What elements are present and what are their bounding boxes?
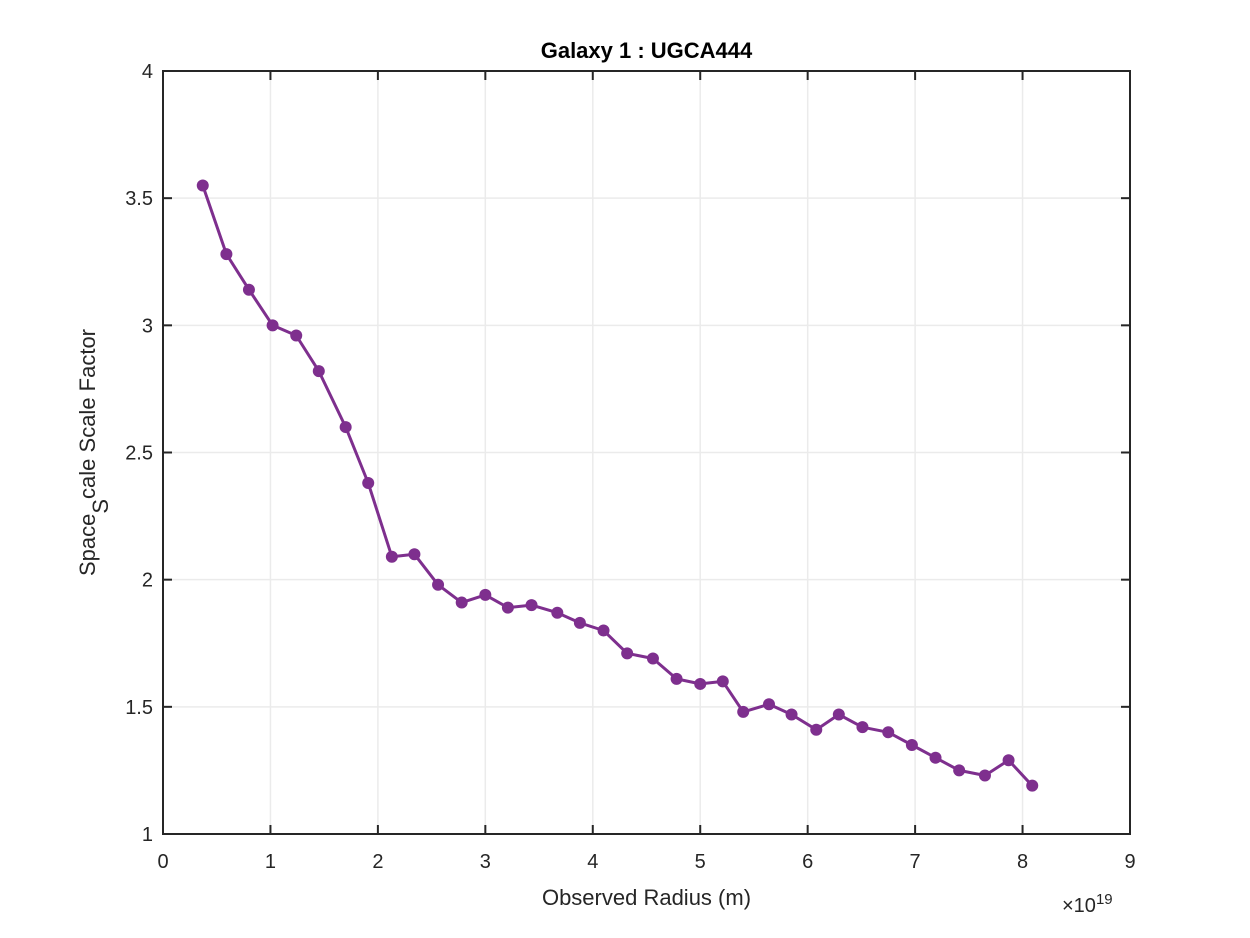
data-point [953,764,966,777]
data-point [785,708,798,721]
data-point [621,647,634,660]
data-point [290,329,303,342]
data-point [1002,754,1015,767]
data-point [929,751,942,764]
data-point [762,698,775,711]
data-point [312,365,325,378]
data-point [716,675,729,688]
y-axis-label: SpaceScale Scale Factor [75,329,113,576]
series-line [201,185,1034,787]
y-tick-label: 2.5 [125,443,153,465]
x-tick-label: 3 [480,851,491,873]
y-axis-label-post: cale Scale Factor [75,329,100,499]
data-point [832,708,845,721]
grid [163,71,1130,834]
data-point [455,596,468,609]
data-point [196,179,209,192]
data-point [670,672,683,685]
data-point [432,578,445,591]
y-tick-label: 1.5 [125,697,153,719]
chart-title: Galaxy 1 : UGCA444 [541,38,753,63]
data-point [362,477,375,490]
data-point [737,705,750,718]
data-point [882,726,895,739]
x-axis-exponent-power: 19 [1096,891,1113,908]
x-axis-label: Observed Radius (m) [542,885,751,910]
data-point [646,652,659,665]
data-point [266,319,279,332]
data-point [694,677,707,690]
data-point [525,599,538,612]
x-tick-label: 4 [587,851,598,873]
data-point [597,624,610,637]
data-point [856,721,869,734]
data-point [385,550,398,563]
x-axis-exponent-base: ×10 [1062,895,1096,917]
x-tick-label: 0 [157,851,168,873]
x-tick-label: 8 [1017,851,1028,873]
y-tick-label: 2 [142,570,153,592]
x-tick-label: 6 [802,851,813,873]
x-tick-labels: 0 1 2 3 4 5 6 7 8 9 [157,851,1135,873]
data-point [479,588,492,601]
y-axis-label-subscript: S [88,499,113,514]
data-point [1026,779,1039,792]
y-tick-label: 4 [142,61,153,83]
y-tick-label: 1 [142,824,153,846]
data-series [196,179,1039,792]
x-tick-label: 5 [695,851,706,873]
data-point [339,421,352,434]
y-tick-label: 3 [142,315,153,337]
x-tick-label: 2 [372,851,383,873]
data-point [551,606,564,619]
data-point [408,548,421,561]
data-point [501,601,514,614]
data-point [573,616,586,629]
y-tick-labels: 1 1.5 2 2.5 3 3.5 4 [125,61,153,846]
x-tick-label: 7 [910,851,921,873]
data-point [905,738,918,751]
x-axis-exponent: ×1019 [1062,891,1113,918]
data-point [810,723,823,736]
data-point [242,283,255,296]
y-axis-label-pre: Space [75,514,100,576]
data-point [978,769,991,782]
data-point [220,248,233,261]
x-tick-label: 9 [1124,851,1135,873]
y-tick-label: 3.5 [125,188,153,210]
axis-ticks [162,70,1131,835]
x-tick-label: 1 [265,851,276,873]
